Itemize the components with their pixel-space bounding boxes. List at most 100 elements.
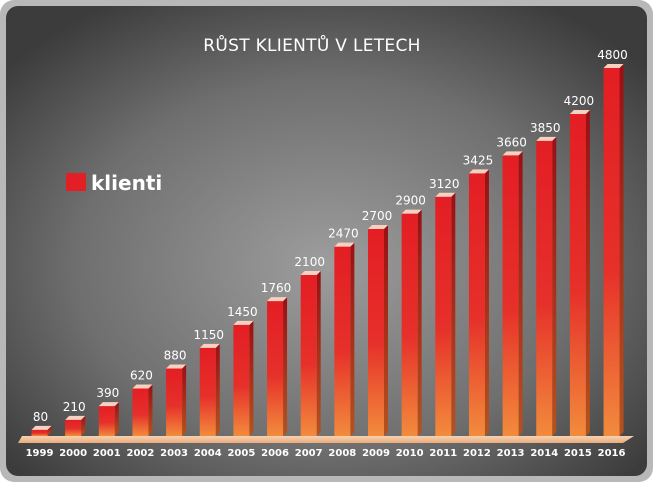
x-tick-label-2002: 2002 <box>127 448 155 459</box>
bar-front <box>435 196 452 436</box>
bar-top <box>132 384 153 389</box>
data-label-2003: 880 <box>164 349 187 363</box>
data-label-2014: 3850 <box>530 121 561 135</box>
chart-title: RŮST KLIENTŮ V LETECH <box>203 34 420 56</box>
data-label-2007: 2100 <box>294 255 325 269</box>
bar-side <box>350 242 355 436</box>
bar-front <box>233 324 250 436</box>
bar-2015 <box>569 110 590 436</box>
bar-2007 <box>300 271 321 436</box>
bar-2005 <box>233 320 254 436</box>
bar-side <box>484 169 489 436</box>
x-labels-group: 1999 2000 2001 2002 2003 2004 2005 2006 2007 2008… <box>26 448 626 459</box>
bar-front <box>65 419 82 436</box>
data-label-2012: 3425 <box>463 153 494 167</box>
bar-2004 <box>199 343 220 436</box>
bar-top <box>199 343 220 348</box>
bar-2001 <box>98 402 119 436</box>
bar-side <box>81 415 86 436</box>
x-tick-label-2004: 2004 <box>194 448 222 459</box>
bar-side <box>451 192 456 436</box>
bar-front <box>132 388 149 436</box>
bar-top <box>401 209 422 214</box>
bar-front <box>267 301 284 436</box>
x-tick-label-2012: 2012 <box>463 448 491 459</box>
bar-side <box>518 151 523 436</box>
bar-top <box>98 402 119 407</box>
bar-top <box>334 242 355 247</box>
x-tick-label-1999: 1999 <box>26 448 54 459</box>
bar-side <box>384 225 388 436</box>
x-tick-label-2005: 2005 <box>227 448 255 459</box>
bar-2000 <box>65 415 86 436</box>
x-tick-label-2008: 2008 <box>328 448 356 459</box>
bar-top <box>300 271 321 275</box>
bar-front <box>300 275 317 436</box>
bar-2012 <box>468 169 489 436</box>
bar-2003 <box>166 364 187 436</box>
x-tick-label-2015: 2015 <box>564 448 592 459</box>
bar-top <box>603 64 624 68</box>
bar-2009 <box>368 225 388 436</box>
data-label-1999: 80 <box>33 410 48 424</box>
bar-side <box>283 297 288 436</box>
legend-label-klienti: klienti <box>91 171 162 195</box>
x-tick-label-2003: 2003 <box>160 448 188 459</box>
data-label-2011: 3120 <box>429 177 460 191</box>
bar-top <box>569 110 590 114</box>
bar-top <box>31 425 52 430</box>
bar-side <box>417 209 422 436</box>
x-tick-label-2006: 2006 <box>261 448 289 459</box>
bar-front <box>502 155 519 436</box>
x-tick-label-2014: 2014 <box>530 448 558 459</box>
data-label-2001: 390 <box>96 386 119 400</box>
bars-group <box>31 64 624 437</box>
bar-2016 <box>603 64 624 436</box>
bar-front <box>31 429 48 436</box>
bar-top <box>368 225 388 229</box>
bar-2010 <box>401 209 422 436</box>
x-tick-label-2009: 2009 <box>362 448 390 459</box>
bar-top <box>267 297 288 302</box>
bar-2002 <box>132 384 153 436</box>
bar-top <box>233 320 254 325</box>
bar-2006 <box>267 297 288 436</box>
x-tick-label-2010: 2010 <box>396 448 424 459</box>
bar-side <box>619 64 624 436</box>
bar-top <box>502 151 523 156</box>
bar-2013 <box>502 151 523 436</box>
data-label-2008: 2470 <box>328 227 359 241</box>
bar-top <box>166 364 187 369</box>
bar-front <box>569 114 586 436</box>
bar-front <box>468 173 485 436</box>
bar-side <box>316 271 321 436</box>
bar-side <box>114 402 119 436</box>
bar-front <box>199 347 216 436</box>
data-label-2010: 2900 <box>395 194 426 208</box>
bar-side <box>585 110 590 436</box>
bar-front <box>98 406 115 436</box>
data-label-2004: 1150 <box>193 328 224 342</box>
bar-2011 <box>435 192 456 436</box>
bar-top <box>65 415 86 420</box>
data-label-2006: 1760 <box>261 281 292 295</box>
bar-side <box>148 384 153 436</box>
x-tick-label-2007: 2007 <box>295 448 323 459</box>
bar-front <box>334 246 351 436</box>
bar-side <box>552 136 557 437</box>
bar-side <box>215 343 220 436</box>
bar-front <box>368 229 384 436</box>
bar-front <box>166 368 183 436</box>
x-tick-label-2013: 2013 <box>497 448 525 459</box>
bar-top <box>435 192 456 197</box>
bar-top <box>536 136 557 141</box>
bar-front <box>603 68 620 436</box>
data-label-2000: 210 <box>63 400 86 414</box>
x-tick-label-2001: 2001 <box>93 448 121 459</box>
bar-side <box>47 425 52 436</box>
legend-swatch-klienti <box>66 173 86 191</box>
data-label-2015: 4200 <box>564 94 595 108</box>
bar-side <box>249 320 254 436</box>
